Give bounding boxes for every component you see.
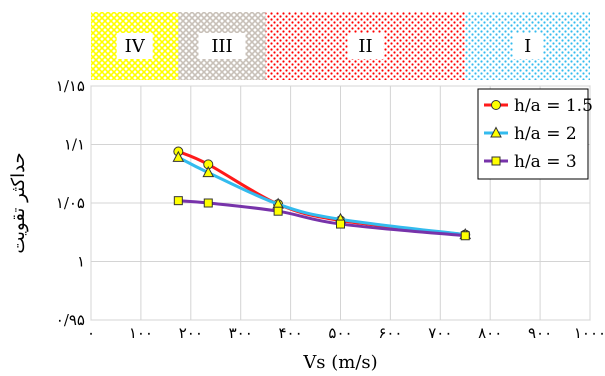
zone-label: III [211,36,232,57]
tick-labels: ۰ ۱۰۰ ۲۰۰ ۳۰۰ ۴۰۰ ۵۰۰ ۶۰۰ ۷۰۰ ۸۰۰ ۹۰۰ ۱۰۰۰ ۰/۹۵ ۱ ۱/۰… [56,77,605,342]
zone-label-bg [198,33,246,59]
data-point [273,206,283,216]
legend-marker [491,156,501,166]
zone-bands: IV III II I [91,12,590,80]
data-point [203,198,213,208]
y-axis-title: حداکثر تقویت [8,152,29,253]
data-point [460,231,470,241]
x-tick-label: ۴۰۰ [279,324,303,342]
y-tick-label: ۱/۱ [64,136,85,154]
zone-label-bg [512,33,543,59]
data-point [172,150,185,162]
y-tick-label: ۱/۰۵ [56,194,85,212]
series-3 [173,196,470,241]
zone-label-bg [116,33,153,59]
legend-label: h/a = 1.5 [514,96,593,116]
legend: h/a = 1.5 h/a = 2 h/a = 3 [477,88,593,180]
data-point [336,219,345,229]
zone-label: I [524,36,531,57]
zone-label-bg [347,33,384,59]
data-point [202,166,215,178]
x-tick-label: ۱۰۰ [129,324,153,342]
y-tick-label: ۱ [77,253,85,271]
series-layer [172,146,472,241]
legend-marker [490,126,502,138]
x-tick-label: ۳۰۰ [229,324,253,342]
series-line [178,199,466,238]
legend-label: h/a = 3 [514,152,577,172]
zone-label: II [358,36,372,57]
legend-label: h/a = 2 [514,124,577,144]
x-tick-label: ۵۰۰ [328,324,352,342]
y-tick-label: ۰/۹۵ [56,311,85,329]
y-tick-label: ۱/۱۵ [56,77,85,95]
x-tick-label: ۸۰۰ [478,324,502,342]
x-tick-label: ۷۰۰ [428,324,452,342]
x-tick-label: ۱۰۰۰ [574,324,605,342]
x-axis-title: Vs (m/s) [302,352,377,373]
data-point [173,196,183,206]
legend-marker [491,100,501,110]
zone-label: IV [125,36,146,57]
x-tick-label: ۶۰۰ [378,324,402,342]
series-line [177,156,466,237]
x-tick-label: ۰ [87,324,95,342]
x-tick-label: ۹۰۰ [528,324,552,342]
x-tick-label: ۲۰۰ [179,324,203,342]
